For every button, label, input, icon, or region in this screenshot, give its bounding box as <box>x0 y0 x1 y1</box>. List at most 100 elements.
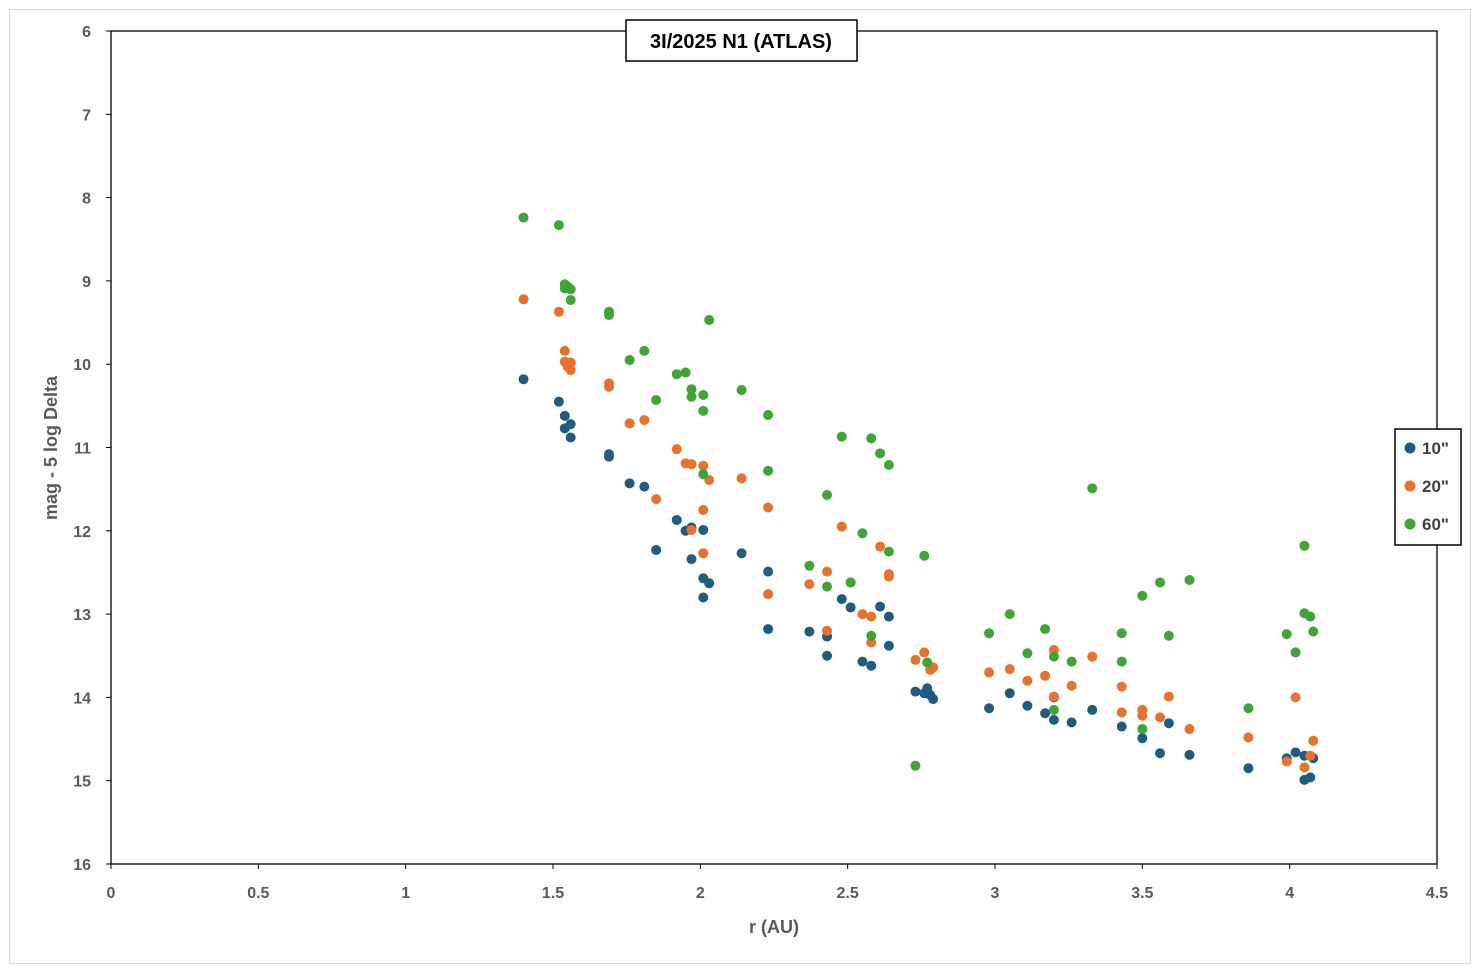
data-point <box>624 355 635 366</box>
y-tick-label: 13 <box>73 607 91 624</box>
y-tick-label: 8 <box>82 191 91 208</box>
data-point <box>875 601 886 612</box>
data-point <box>984 667 995 678</box>
data-point <box>1004 688 1015 699</box>
data-point <box>698 592 709 603</box>
data-point <box>565 365 576 376</box>
legend-marker <box>1404 518 1416 530</box>
chart-title: 3I/2025 N1 (ATLAS) <box>650 31 832 53</box>
data-point <box>639 481 650 492</box>
x-tick-label: 2.5 <box>837 885 859 902</box>
data-point <box>736 473 747 484</box>
data-point <box>1290 747 1301 758</box>
data-point <box>1022 675 1033 686</box>
x-tick-label: 4 <box>1285 885 1294 902</box>
y-tick-label: 7 <box>82 107 91 124</box>
data-point <box>1281 756 1292 767</box>
data-point <box>804 579 815 590</box>
data-point <box>1290 647 1301 658</box>
data-point <box>518 294 529 305</box>
x-tick-label: 1 <box>401 885 410 902</box>
data-point <box>1116 656 1127 667</box>
data-point <box>1184 749 1195 760</box>
data-point <box>822 625 833 636</box>
x-tick-label: 4.5 <box>1426 885 1448 902</box>
y-tick-label: 15 <box>73 774 91 791</box>
data-point <box>857 528 868 539</box>
data-point <box>919 647 930 658</box>
data-point <box>1087 651 1098 662</box>
data-point <box>603 451 614 462</box>
x-tick-label: 3.5 <box>1131 885 1153 902</box>
data-point <box>836 594 847 605</box>
data-point <box>822 581 833 592</box>
y-axis-title: mag - 5 log Delta <box>41 375 61 520</box>
data-point <box>1305 772 1316 783</box>
series-0 <box>518 374 1319 785</box>
data-point <box>651 544 662 555</box>
y-tick-label: 10 <box>73 357 91 374</box>
data-point <box>866 611 877 622</box>
data-point <box>1184 724 1195 735</box>
data-point <box>698 548 709 559</box>
data-point <box>1305 611 1316 622</box>
data-point <box>704 578 715 589</box>
data-point <box>698 504 709 515</box>
data-point <box>763 502 774 513</box>
data-point <box>763 465 774 476</box>
data-point <box>1137 710 1148 721</box>
data-point <box>910 686 921 697</box>
data-point <box>518 374 529 385</box>
data-point <box>1155 712 1166 723</box>
chart-title-border <box>625 19 858 62</box>
data-point <box>698 524 709 535</box>
data-point <box>883 546 894 557</box>
data-point <box>686 391 697 402</box>
data-point <box>1087 483 1098 494</box>
data-point <box>698 405 709 416</box>
data-point <box>680 367 691 378</box>
data-point <box>1243 763 1254 774</box>
data-point <box>1305 750 1316 761</box>
data-point <box>624 418 635 429</box>
data-point <box>1155 577 1166 588</box>
data-point <box>1116 628 1127 639</box>
data-point <box>1066 680 1077 691</box>
data-point <box>1308 735 1319 746</box>
data-point <box>984 703 995 714</box>
data-point <box>1022 700 1033 711</box>
data-point <box>857 656 868 667</box>
data-point <box>883 611 894 622</box>
chart-frame <box>9 9 1471 964</box>
data-point <box>736 548 747 559</box>
data-point <box>1184 574 1195 585</box>
data-point <box>866 433 877 444</box>
data-point <box>763 624 774 635</box>
y-tick-label: 12 <box>73 524 91 541</box>
y-tick-label: 6 <box>82 24 91 41</box>
data-point <box>1040 670 1051 681</box>
data-point <box>984 628 995 639</box>
data-point <box>1137 724 1148 735</box>
data-point <box>518 212 529 223</box>
data-point <box>671 444 682 455</box>
legend-marker <box>1404 442 1416 454</box>
data-point <box>565 357 576 368</box>
x-tick-label: 0.5 <box>247 885 269 902</box>
data-point <box>698 460 709 471</box>
data-point <box>1048 704 1059 715</box>
data-point <box>639 415 650 426</box>
data-point <box>686 384 697 395</box>
data-point <box>686 524 697 535</box>
data-point <box>1022 648 1033 659</box>
data-point <box>1290 692 1301 703</box>
data-point <box>804 560 815 571</box>
data-point <box>1163 691 1174 702</box>
legend: 10" 20" 60" <box>1394 428 1462 546</box>
data-point <box>1048 651 1059 662</box>
x-tick-label: 0 <box>107 885 116 902</box>
data-point <box>671 514 682 525</box>
x-tick-label: 3 <box>991 885 1000 902</box>
data-point <box>875 448 886 459</box>
